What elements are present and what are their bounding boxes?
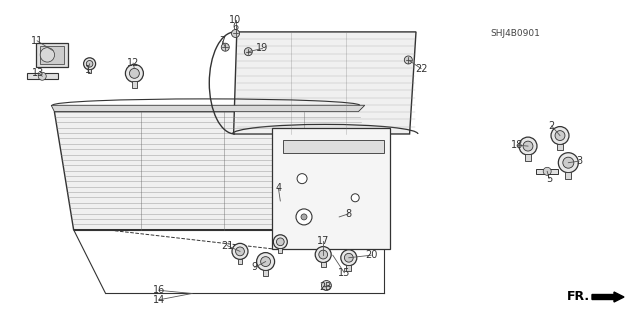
Bar: [36, 43, 68, 67]
Circle shape: [341, 250, 357, 266]
Bar: [278, 248, 282, 253]
Circle shape: [315, 247, 332, 263]
Bar: [557, 144, 563, 150]
Text: 15: 15: [338, 268, 351, 278]
Text: 11: 11: [31, 36, 44, 46]
Text: 10: 10: [229, 15, 242, 25]
Text: 9: 9: [252, 262, 258, 272]
Text: 5: 5: [546, 174, 552, 184]
Circle shape: [260, 256, 271, 267]
Circle shape: [236, 247, 244, 256]
Circle shape: [129, 68, 140, 78]
Circle shape: [276, 238, 284, 246]
Text: 12: 12: [127, 58, 140, 68]
Bar: [565, 172, 572, 179]
Polygon shape: [54, 112, 384, 230]
Bar: [237, 259, 243, 264]
Text: 14: 14: [152, 295, 165, 305]
Text: 2: 2: [548, 121, 555, 131]
Text: 20: 20: [365, 250, 378, 260]
Text: 8: 8: [346, 209, 352, 219]
Circle shape: [125, 64, 143, 82]
Text: SHJ4B0901: SHJ4B0901: [490, 29, 540, 39]
Bar: [263, 270, 268, 276]
Text: 22: 22: [415, 63, 428, 74]
Polygon shape: [51, 105, 365, 112]
FancyArrow shape: [592, 292, 624, 302]
Bar: [40, 46, 65, 64]
Polygon shape: [272, 128, 390, 249]
Circle shape: [40, 48, 54, 62]
Text: 21: 21: [221, 241, 234, 251]
Text: 16: 16: [152, 285, 165, 295]
Text: 3: 3: [576, 156, 582, 166]
Circle shape: [273, 235, 287, 249]
Circle shape: [321, 280, 332, 291]
Circle shape: [523, 141, 533, 151]
Polygon shape: [27, 73, 58, 79]
Circle shape: [257, 253, 275, 271]
Circle shape: [221, 43, 229, 51]
Bar: [132, 81, 137, 88]
Circle shape: [301, 214, 307, 220]
Text: FR.: FR.: [567, 291, 590, 303]
Text: 23: 23: [319, 282, 332, 292]
Circle shape: [543, 167, 551, 175]
Circle shape: [351, 194, 359, 202]
Circle shape: [84, 58, 95, 70]
Bar: [525, 154, 531, 160]
Bar: [88, 69, 92, 73]
Circle shape: [563, 157, 574, 168]
Circle shape: [86, 61, 93, 67]
Text: 17: 17: [317, 236, 330, 246]
Polygon shape: [536, 169, 558, 174]
Text: 4: 4: [275, 183, 282, 193]
Text: 18: 18: [511, 140, 524, 150]
Circle shape: [296, 209, 312, 225]
Circle shape: [558, 153, 579, 173]
Polygon shape: [283, 140, 384, 153]
Text: 19: 19: [256, 43, 269, 54]
Circle shape: [344, 253, 353, 262]
Circle shape: [551, 127, 569, 145]
Text: 7: 7: [220, 36, 226, 47]
Circle shape: [404, 56, 412, 64]
Text: 1: 1: [85, 64, 92, 75]
Bar: [321, 262, 326, 267]
Text: 6: 6: [232, 22, 239, 32]
Polygon shape: [234, 32, 416, 134]
Circle shape: [232, 243, 248, 259]
Circle shape: [38, 72, 46, 80]
Text: 13: 13: [32, 68, 45, 78]
Circle shape: [244, 48, 252, 56]
Circle shape: [519, 137, 537, 155]
Circle shape: [232, 29, 239, 38]
Bar: [346, 265, 351, 271]
Circle shape: [319, 250, 328, 259]
Circle shape: [555, 130, 565, 141]
Circle shape: [297, 174, 307, 184]
